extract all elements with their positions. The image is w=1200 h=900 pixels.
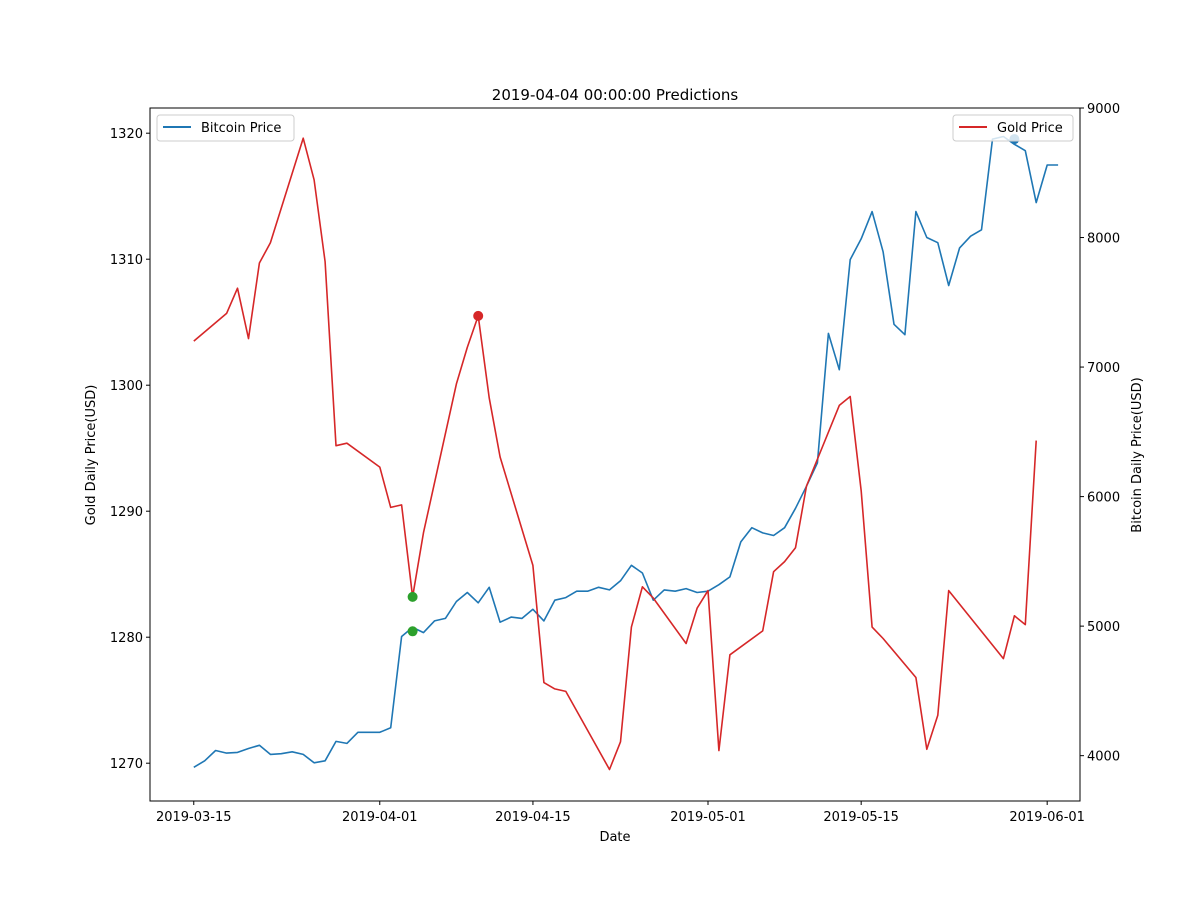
legend-gold-label: Gold Price bbox=[997, 121, 1063, 136]
y-axis-right: 4000 5000 6000 7000 8000 9000 bbox=[1080, 102, 1120, 765]
legend-bitcoin: Bitcoin Price bbox=[156, 114, 295, 142]
y-right-tick-label-0: 4000 bbox=[1087, 750, 1120, 765]
x-tick-label-4: 2019-05-15 bbox=[823, 810, 899, 825]
legend-bitcoin-box bbox=[156, 114, 295, 142]
highlight-marker-0 bbox=[407, 591, 418, 602]
plot-frame bbox=[149, 107, 1081, 802]
y-left-tick-label-5: 1320 bbox=[110, 127, 143, 142]
legend-gold-box bbox=[952, 114, 1074, 142]
x-tick-label-1: 2019-04-01 bbox=[342, 810, 418, 825]
x-axis: 2019-03-15 2019-04-01 2019-04-15 2019-05-01… bbox=[156, 801, 1085, 825]
series-layer bbox=[193, 135, 1059, 771]
x-tick-label-5: 2019-06-01 bbox=[1009, 810, 1085, 825]
x-axis-label: Date bbox=[599, 830, 630, 845]
y-left-tick-label-0: 1270 bbox=[110, 757, 143, 772]
y-left-tick-label-4: 1310 bbox=[110, 253, 143, 268]
series-line-gold bbox=[193, 137, 1037, 771]
x-tick-label-2: 2019-04-15 bbox=[495, 810, 571, 825]
y-right-tick-label-2: 6000 bbox=[1087, 491, 1120, 506]
series-line-bitcoin bbox=[193, 135, 1059, 768]
y-axis-left: 1270 1280 1290 1300 1310 1320 bbox=[110, 127, 150, 772]
x-tick-label-3: 2019-05-01 bbox=[670, 810, 746, 825]
y-right-tick-label-5: 9000 bbox=[1087, 102, 1120, 117]
legend-bitcoin-label: Bitcoin Price bbox=[201, 121, 281, 136]
x-tick-label-0: 2019-03-15 bbox=[156, 810, 232, 825]
y-axis-left-label: Gold Daily Price(USD) bbox=[84, 385, 99, 526]
y-axis-right-label: Bitcoin Daily Price(USD) bbox=[1130, 377, 1145, 532]
y-left-tick-label-3: 1300 bbox=[110, 379, 143, 394]
y-left-tick-label-1: 1280 bbox=[110, 631, 143, 646]
legend-gold: Gold Price bbox=[952, 114, 1074, 142]
y-right-tick-label-4: 8000 bbox=[1087, 232, 1120, 247]
y-left-tick-label-2: 1290 bbox=[110, 505, 143, 520]
chart-title: 2019-04-04 00:00:00 Predictions bbox=[492, 86, 739, 104]
highlight-marker-2 bbox=[473, 310, 484, 321]
y-right-tick-label-3: 7000 bbox=[1087, 361, 1120, 376]
y-right-tick-label-1: 5000 bbox=[1087, 620, 1120, 635]
highlight-marker-1 bbox=[407, 626, 418, 637]
